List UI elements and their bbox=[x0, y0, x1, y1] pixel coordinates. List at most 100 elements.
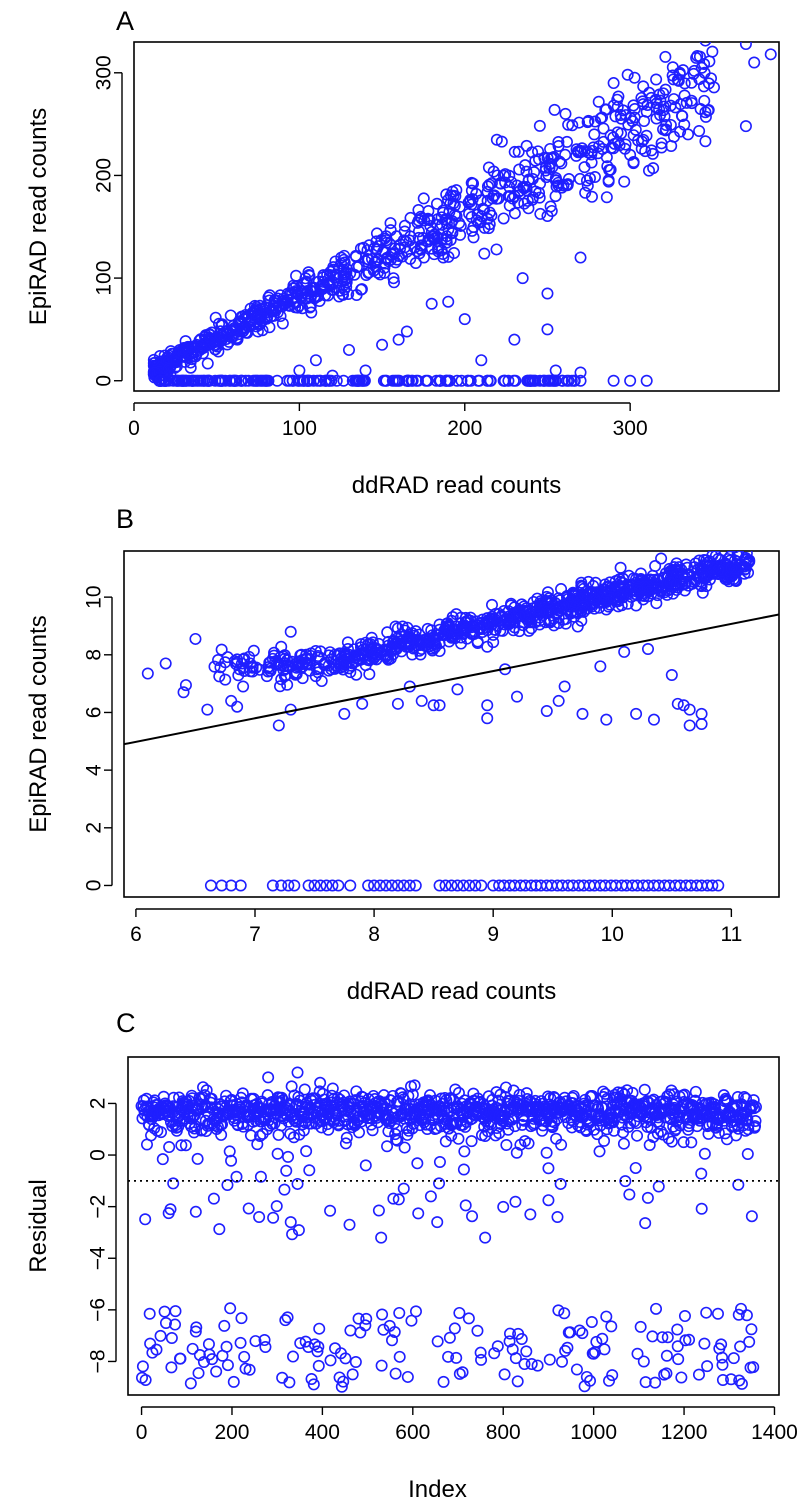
data-point bbox=[645, 144, 658, 157]
y-tick-label: 4 bbox=[83, 764, 106, 776]
data-point bbox=[629, 1161, 642, 1174]
data-point bbox=[534, 207, 547, 220]
data-point bbox=[579, 186, 592, 199]
data-point bbox=[358, 648, 371, 661]
data-point bbox=[280, 1164, 293, 1177]
data-point bbox=[584, 1374, 597, 1387]
data-point bbox=[570, 143, 583, 156]
data-point bbox=[705, 564, 718, 577]
data-point bbox=[282, 299, 295, 312]
data-point bbox=[412, 204, 425, 217]
data-point bbox=[391, 879, 404, 892]
data-point bbox=[263, 301, 276, 314]
data-point bbox=[427, 230, 440, 243]
y-tick-label: 0 bbox=[87, 1149, 110, 1161]
y-tick-label: 8 bbox=[83, 649, 106, 661]
data-point bbox=[352, 1312, 365, 1325]
data-point bbox=[253, 318, 266, 331]
data-point bbox=[634, 567, 647, 580]
data-point bbox=[607, 77, 620, 90]
data-point bbox=[611, 93, 624, 106]
data-point bbox=[188, 1126, 201, 1139]
data-point bbox=[559, 107, 572, 120]
data-point bbox=[359, 1319, 372, 1332]
data-point bbox=[555, 1138, 568, 1151]
data-point bbox=[574, 251, 587, 264]
data-point bbox=[675, 1371, 688, 1384]
data-point bbox=[154, 374, 167, 387]
data-point bbox=[165, 1331, 178, 1344]
data-point bbox=[359, 364, 372, 377]
data-point bbox=[562, 118, 575, 131]
data-point bbox=[574, 374, 587, 387]
data-point bbox=[402, 636, 415, 649]
data-point bbox=[515, 1333, 528, 1346]
data-point bbox=[683, 1333, 696, 1346]
data-point bbox=[388, 247, 401, 260]
data-point bbox=[598, 1134, 611, 1147]
data-point bbox=[387, 1192, 400, 1205]
data-point bbox=[571, 145, 584, 158]
data-point bbox=[213, 1223, 226, 1236]
data-point bbox=[466, 1210, 479, 1223]
data-point bbox=[660, 119, 673, 132]
data-point bbox=[641, 1191, 654, 1204]
data-point bbox=[440, 188, 453, 201]
data-point bbox=[558, 1307, 571, 1320]
data-point bbox=[518, 197, 531, 210]
panel-c: C 0 200 400 600 800 1000 1200 1400 −8 −6 −4 −2 0 2 Inde… bbox=[25, 1008, 798, 1503]
data-point bbox=[314, 879, 327, 892]
data-point bbox=[206, 1353, 219, 1366]
data-point bbox=[618, 175, 631, 188]
data-point bbox=[282, 879, 295, 892]
data-point bbox=[186, 1092, 199, 1105]
data-point bbox=[500, 1138, 513, 1151]
data-point bbox=[693, 124, 706, 137]
data-point bbox=[600, 603, 613, 616]
y-axis-title: EpiRAD read counts bbox=[25, 108, 52, 325]
data-point bbox=[339, 657, 352, 670]
data-point bbox=[364, 652, 377, 665]
data-point bbox=[602, 174, 615, 187]
data-point bbox=[607, 99, 620, 112]
data-point bbox=[660, 1349, 673, 1362]
data-point bbox=[230, 1170, 243, 1183]
x-tick-label: 600 bbox=[395, 1421, 430, 1444]
data-point bbox=[431, 1216, 444, 1229]
data-point bbox=[602, 584, 615, 597]
data-point bbox=[472, 216, 485, 229]
data-point bbox=[377, 1323, 390, 1336]
data-point bbox=[337, 374, 350, 387]
data-point bbox=[262, 1071, 275, 1084]
data-point bbox=[621, 68, 634, 81]
y-tick-label: 6 bbox=[83, 707, 106, 719]
data-point bbox=[179, 679, 192, 692]
data-point bbox=[284, 625, 297, 638]
data-point bbox=[665, 668, 678, 681]
data-point bbox=[308, 879, 321, 892]
data-point bbox=[541, 595, 554, 608]
data-point bbox=[605, 581, 618, 594]
data-point bbox=[731, 1090, 744, 1103]
data-point bbox=[215, 374, 228, 387]
data-point bbox=[457, 879, 470, 892]
data-point bbox=[475, 879, 488, 892]
data-point bbox=[533, 119, 546, 132]
data-point bbox=[177, 686, 190, 699]
y-tick-label: −2 bbox=[87, 1195, 110, 1219]
data-point bbox=[506, 192, 519, 205]
data-point bbox=[392, 1193, 405, 1206]
data-point bbox=[699, 110, 712, 123]
data-point bbox=[444, 189, 457, 202]
data-point bbox=[406, 648, 419, 661]
data-point bbox=[339, 1352, 352, 1365]
data-point bbox=[433, 1177, 446, 1190]
y-tick-label: 0 bbox=[93, 375, 116, 387]
data-point bbox=[253, 1210, 266, 1223]
data-point bbox=[415, 694, 428, 707]
data-point bbox=[307, 374, 320, 387]
data-point bbox=[600, 191, 613, 204]
data-point bbox=[223, 1145, 236, 1158]
data-point bbox=[576, 580, 589, 593]
data-point bbox=[520, 1087, 533, 1100]
